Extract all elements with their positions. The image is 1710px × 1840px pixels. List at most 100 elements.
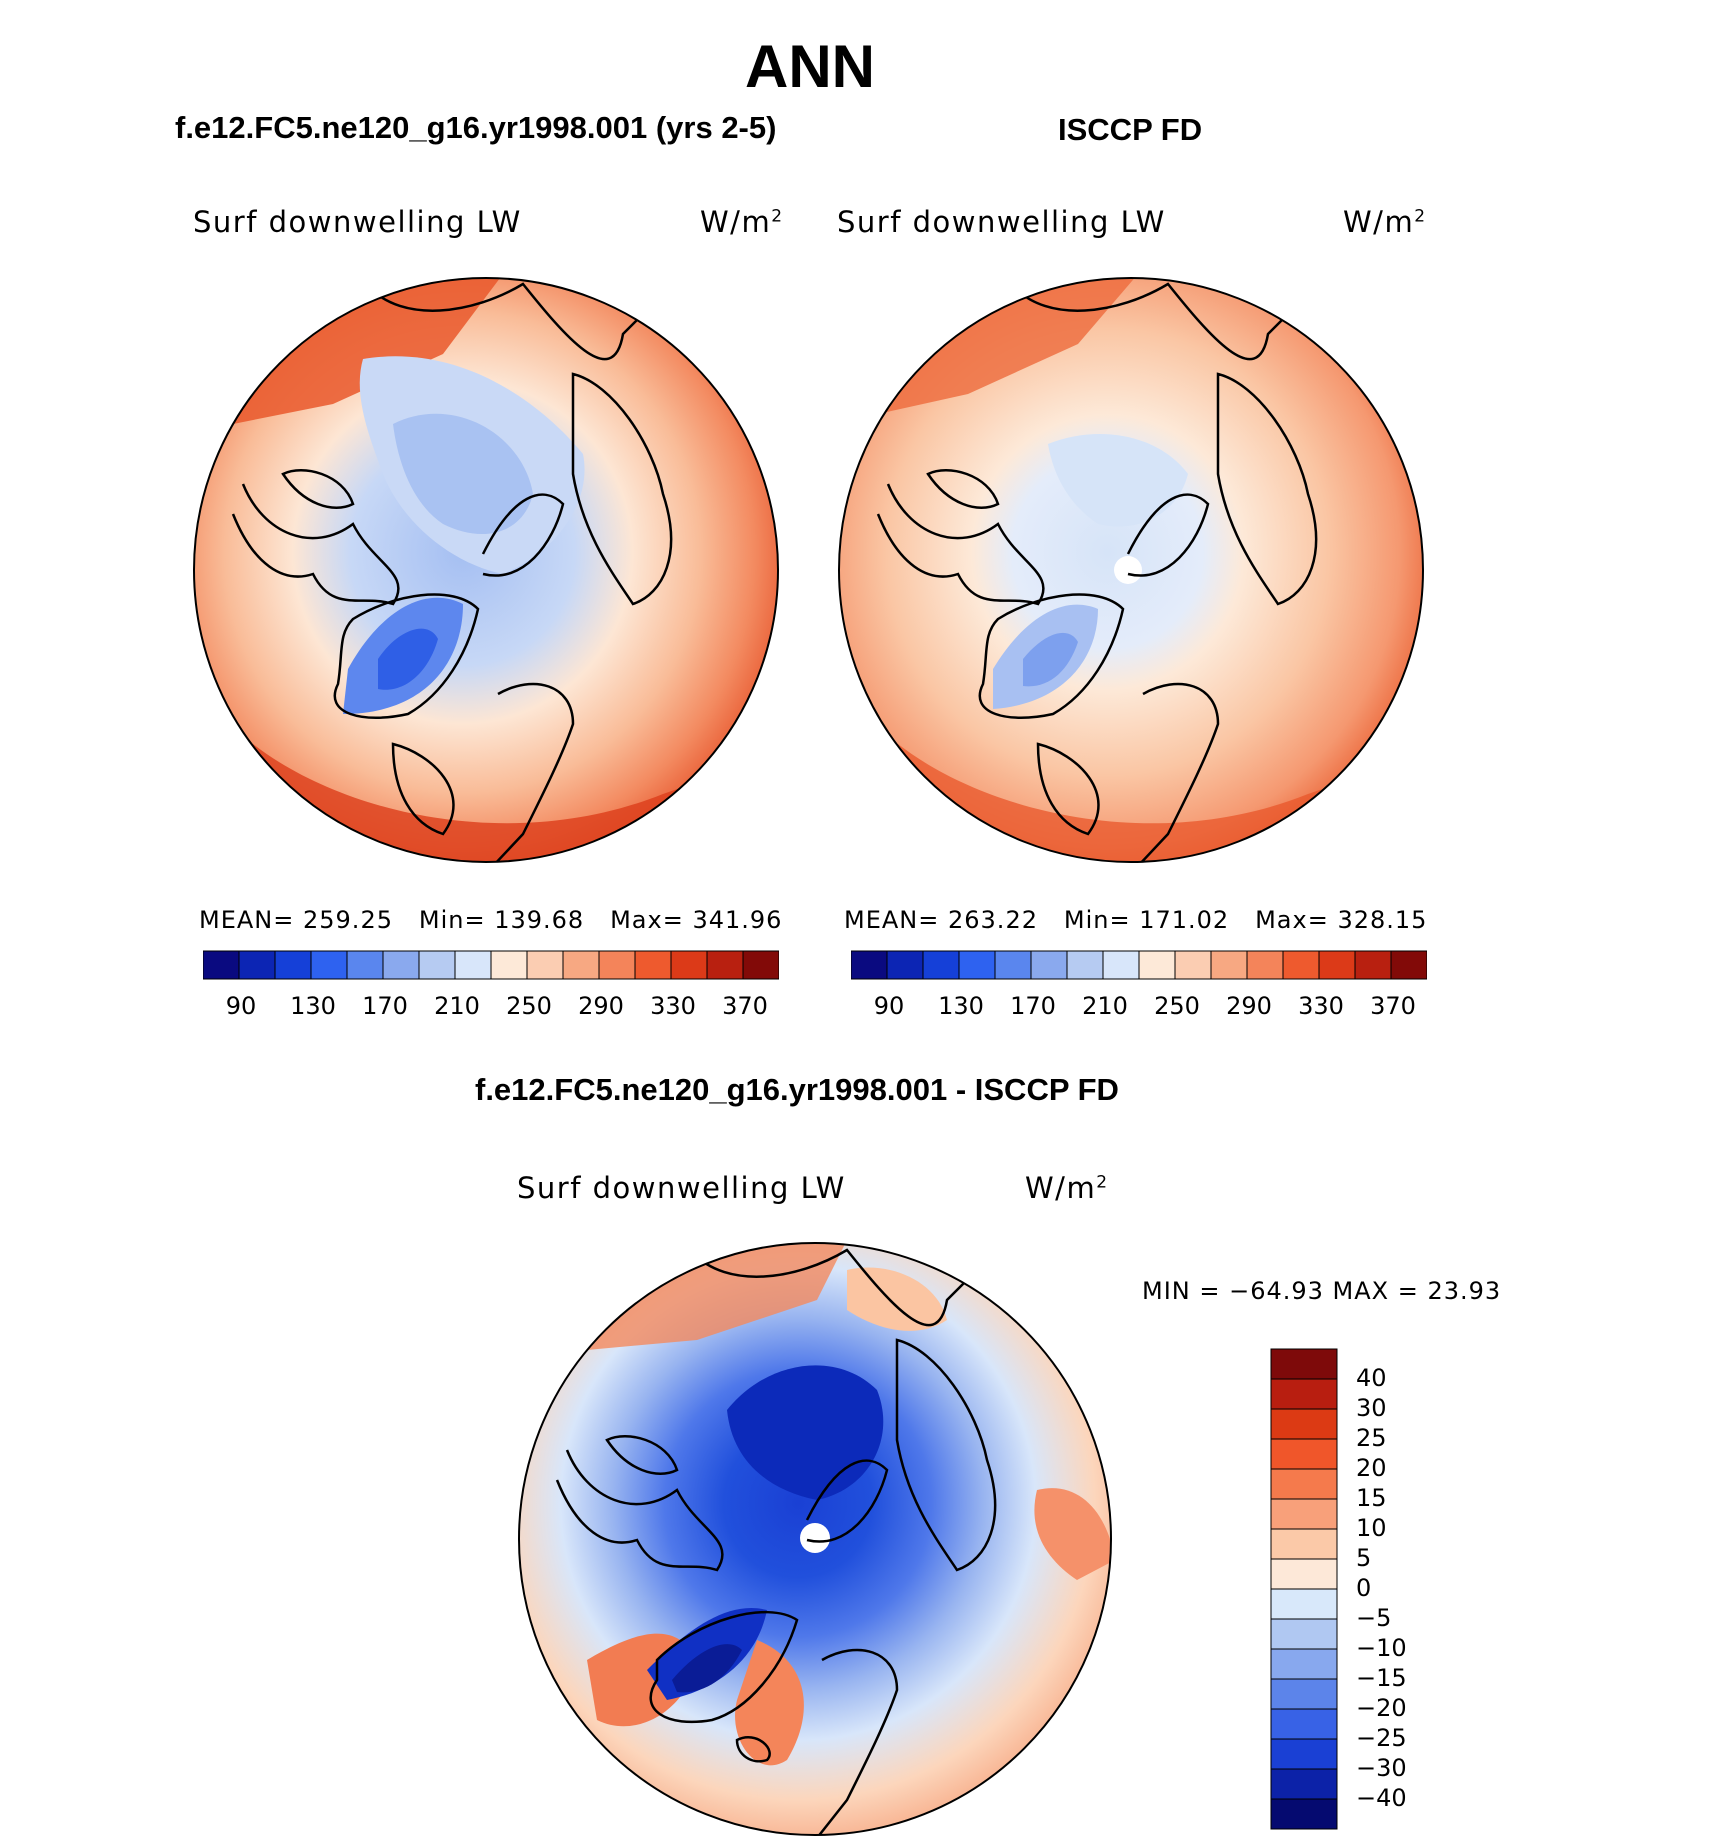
colorbar-swatch: [1210, 950, 1248, 980]
diff-tick: −25: [1356, 1724, 1407, 1752]
diff-units: W/m2: [1025, 1171, 1109, 1205]
colorbar-swatch: [1270, 1648, 1338, 1680]
colorbar-swatch: [526, 950, 564, 980]
diff-tick: 10: [1356, 1514, 1387, 1542]
panel1-variable: Surf downwelling LW: [193, 205, 522, 239]
diff-tick: −10: [1356, 1634, 1407, 1662]
colorbar-swatch: [1270, 1438, 1338, 1470]
panel2-tick: 130: [938, 992, 984, 1020]
page-title: ANN: [745, 33, 875, 100]
panel2-tick: 330: [1298, 992, 1344, 1020]
panel2-variable: Surf downwelling LW: [837, 205, 1166, 239]
panel2-tick: 290: [1226, 992, 1272, 1020]
colorbar-swatch: [454, 950, 492, 980]
panel1-tick: 210: [434, 992, 480, 1020]
colorbar-swatch: [994, 950, 1032, 980]
colorbar-swatch: [1270, 1498, 1338, 1530]
diff-tick: −20: [1356, 1694, 1407, 1722]
diff-tick: 40: [1356, 1364, 1387, 1392]
panel1-tick: 90: [225, 992, 257, 1020]
diff-map: [518, 1242, 1112, 1836]
colorbar-swatch: [706, 950, 744, 980]
colorbar-swatch: [418, 950, 456, 980]
diff-tick: −40: [1356, 1784, 1407, 1812]
colorbar-swatch: [1270, 1708, 1338, 1740]
colorbar-swatch: [310, 950, 348, 980]
colorbar-swatch: [1282, 950, 1320, 980]
diff-title: f.e12.FC5.ne120_g16.yr1998.001 - ISCCP F…: [475, 1072, 1119, 1107]
panel1-units: W/m2: [700, 205, 784, 239]
panel1-tick: 170: [362, 992, 408, 1020]
colorbar-swatch: [670, 950, 708, 980]
diff-colorbar: [1270, 1348, 1338, 1830]
diff-tick: 25: [1356, 1424, 1387, 1452]
colorbar-swatch: [274, 950, 312, 980]
colorbar-swatch: [1270, 1558, 1338, 1590]
panel2-title: ISCCP FD: [1058, 112, 1203, 147]
colorbar-swatch: [203, 950, 240, 980]
diff-tick: 15: [1356, 1484, 1387, 1512]
colorbar-swatch: [1270, 1768, 1338, 1800]
panel2-stats: MEAN= 263.22 Min= 171.02 Max= 328.15: [844, 906, 1428, 934]
colorbar-swatch: [1138, 950, 1176, 980]
panel2-colorbar-labels: 90 130 170 210 250 290 330 370: [851, 992, 1427, 1024]
colorbar-swatch: [1270, 1678, 1338, 1710]
panel2-tick: 370: [1370, 992, 1416, 1020]
panel1-colorbar-labels: 90 130 170 210 250 290 330 370: [203, 992, 779, 1024]
diff-tick: 20: [1356, 1454, 1387, 1482]
colorbar-swatch: [1390, 950, 1427, 980]
colorbar-swatch: [742, 950, 779, 980]
panel1-title: f.e12.FC5.ne120_g16.yr1998.001 (yrs 2-5): [175, 110, 777, 145]
colorbar-swatch: [851, 950, 888, 980]
colorbar-swatch: [562, 950, 600, 980]
colorbar-swatch: [1066, 950, 1104, 980]
colorbar-swatch: [1270, 1348, 1338, 1380]
colorbar-swatch: [958, 950, 996, 980]
colorbar-swatch: [1102, 950, 1140, 980]
colorbar-swatch: [238, 950, 276, 980]
panel1-tick: 370: [722, 992, 768, 1020]
colorbar-swatch: [346, 950, 384, 980]
diff-tick: −30: [1356, 1754, 1407, 1782]
diff-colorbar-labels: 40 30 25 20 15 10 5 0 −5 −10 −15 −20 −25…: [1356, 1348, 1436, 1838]
colorbar-swatch: [1246, 950, 1284, 980]
colorbar-swatch: [1030, 950, 1068, 980]
panel1-tick: 290: [578, 992, 624, 1020]
panel1-colorbar: [203, 950, 779, 980]
diff-tick: 30: [1356, 1394, 1387, 1422]
panel1-tick: 330: [650, 992, 696, 1020]
panel1-stats: MEAN= 259.25 Min= 139.68 Max= 341.96: [199, 906, 783, 934]
colorbar-swatch: [922, 950, 960, 980]
panel2-units: W/m2: [1343, 205, 1427, 239]
colorbar-swatch: [634, 950, 672, 980]
panel1-map: [193, 277, 779, 863]
panel2-map: [838, 277, 1424, 863]
colorbar-swatch: [1270, 1528, 1338, 1560]
panel1-tick: 250: [506, 992, 552, 1020]
colorbar-swatch: [1270, 1588, 1338, 1620]
diff-tick: −5: [1356, 1604, 1392, 1632]
colorbar-swatch: [1270, 1738, 1338, 1770]
panel2-tick: 210: [1082, 992, 1128, 1020]
diff-tick: 5: [1356, 1544, 1372, 1572]
panel2-colorbar: [851, 950, 1427, 980]
colorbar-swatch: [598, 950, 636, 980]
colorbar-swatch: [1270, 1798, 1338, 1830]
colorbar-swatch: [1354, 950, 1392, 980]
diff-tick: 0: [1356, 1574, 1372, 1602]
colorbar-swatch: [1270, 1618, 1338, 1650]
diff-min-max: MIN = −64.93 MAX = 23.93: [1142, 1277, 1502, 1305]
panel2-tick: 90: [873, 992, 905, 1020]
diff-tick: −15: [1356, 1664, 1407, 1692]
panel1-tick: 130: [290, 992, 336, 1020]
panel2-tick: 170: [1010, 992, 1056, 1020]
colorbar-swatch: [1318, 950, 1356, 980]
colorbar-swatch: [1174, 950, 1212, 980]
colorbar-swatch: [1270, 1408, 1338, 1440]
colorbar-swatch: [382, 950, 420, 980]
colorbar-swatch: [886, 950, 924, 980]
colorbar-swatch: [1270, 1378, 1338, 1410]
colorbar-swatch: [490, 950, 528, 980]
colorbar-swatch: [1270, 1468, 1338, 1500]
panel2-tick: 250: [1154, 992, 1200, 1020]
